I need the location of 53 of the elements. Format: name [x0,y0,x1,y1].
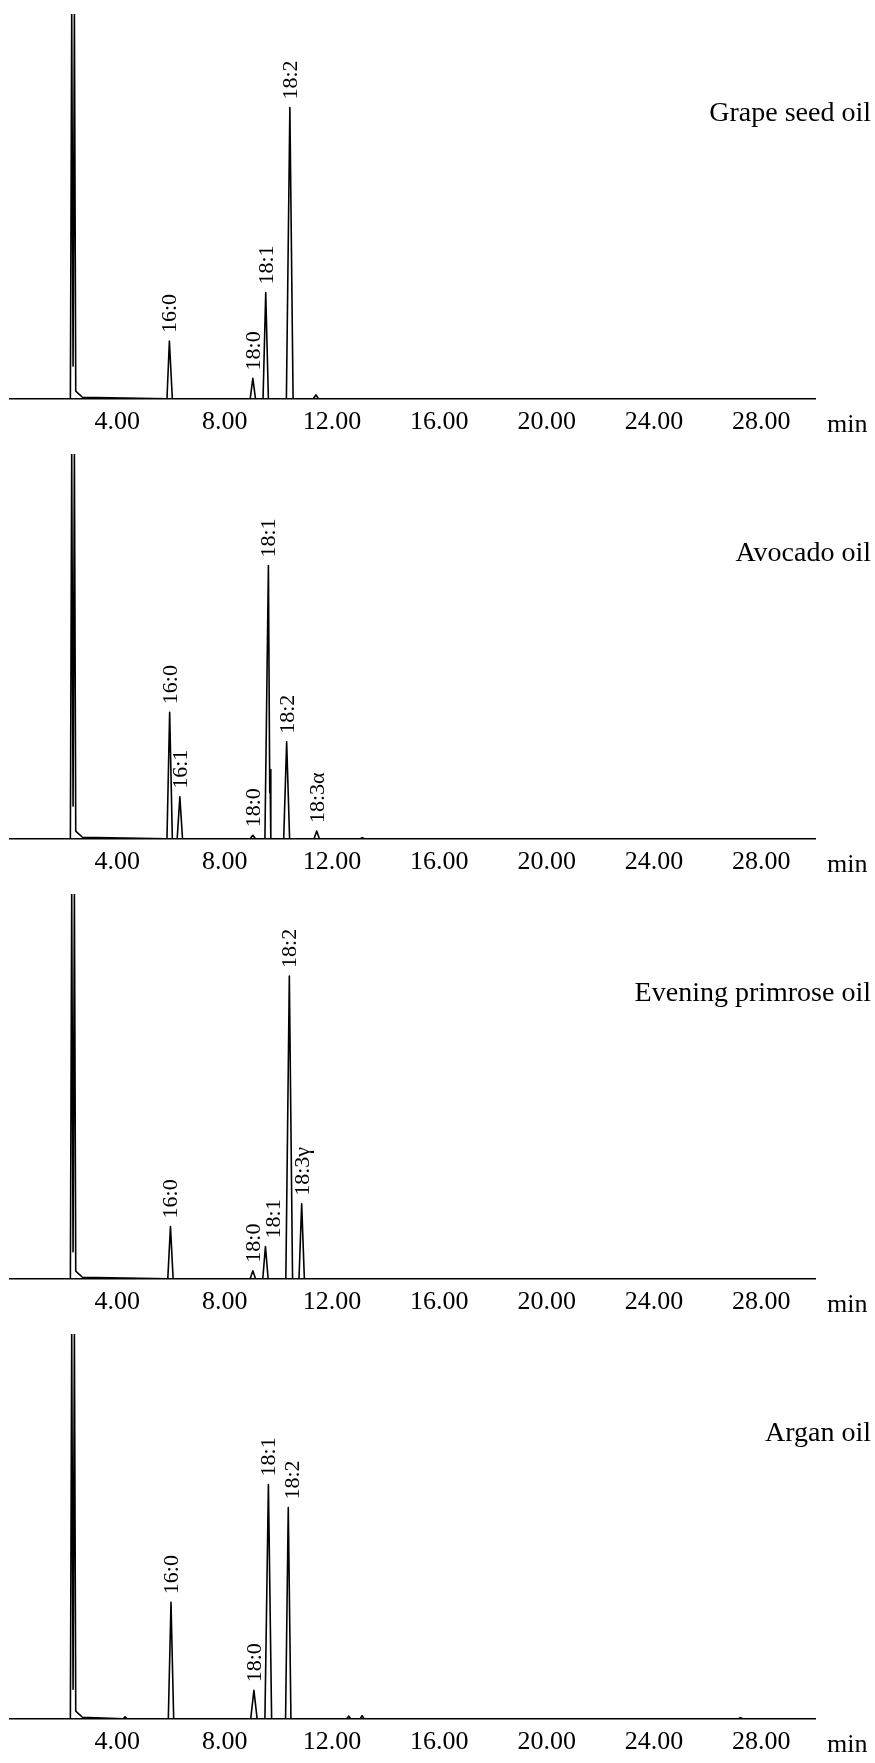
x-tick-label: 20.00 [517,1286,576,1316]
x-tick-label: 8.00 [201,846,248,876]
x-tick-label: 28.00 [732,406,791,436]
x-tick-label: 4.00 [94,846,141,876]
x-tick-label: 24.00 [624,1726,684,1756]
annotation: 16:0 [157,1179,183,1219]
x-tick-label: 4.00 [94,1726,141,1756]
annotation: 18:3γ [288,1146,314,1196]
annotation: 18:2 [276,60,302,100]
x-tick-label: 24.00 [624,846,684,876]
x-tick-label: 16.00 [410,1726,469,1756]
text: Argan oil [764,1416,872,1448]
annotation: 16:0 [156,665,182,705]
annotation: 18:3α [303,771,329,824]
x-tick-label: 28.00 [732,846,791,876]
text: Avocado oil [735,536,872,568]
x-tick-label: 28.00 [732,1726,791,1756]
x-tick-label: 12.00 [302,1286,362,1316]
x-tick-label: 4.00 [94,1286,141,1316]
x-tick-label: 8.00 [201,1726,248,1756]
x-tick-label: 20.00 [517,1726,576,1756]
text: Grape seed oil [709,96,872,128]
annotation: 18:0 [239,788,265,828]
annotation: 16:0 [156,293,182,334]
annotation: 16:0 [158,1555,183,1595]
annotation: 18:1 [255,518,281,558]
x-tick-label: 16.00 [410,1286,469,1316]
x-axis-title: min [827,1288,868,1318]
x-axis-title: min [827,408,868,438]
x-tick-label: 28.00 [732,1286,791,1316]
x-axis-title: min [827,848,868,878]
text: Evening primrose oil [634,976,872,1008]
x-tick-label: 8.00 [201,1286,248,1316]
x-tick-label: 24.00 [624,1286,684,1316]
annotation: 18:0 [240,1643,266,1683]
annotation: 16:1 [166,749,192,789]
x-tick-label: 24.00 [624,406,684,436]
annotation: 18:2 [276,928,302,968]
x-tick-label: 16.00 [410,406,469,436]
annotation: 18:2 [279,1460,305,1500]
annotation: 18:0 [239,331,265,371]
x-axis-title: min [827,1728,868,1758]
annotation: 18:1 [252,245,278,285]
x-tick-label: 4.00 [94,406,141,436]
x-tick-label: 8.00 [201,406,248,436]
x-tick-label: 16.00 [410,846,469,876]
x-tick-label: 12.00 [302,846,362,876]
x-tick-label: 12.00 [302,406,362,436]
x-tick-label: 20.00 [517,406,576,436]
annotation: 18:1 [255,1437,281,1477]
annotation: 18:2 [273,694,299,734]
x-tick-label: 12.00 [302,1726,362,1756]
x-tick-label: 20.00 [517,846,576,876]
